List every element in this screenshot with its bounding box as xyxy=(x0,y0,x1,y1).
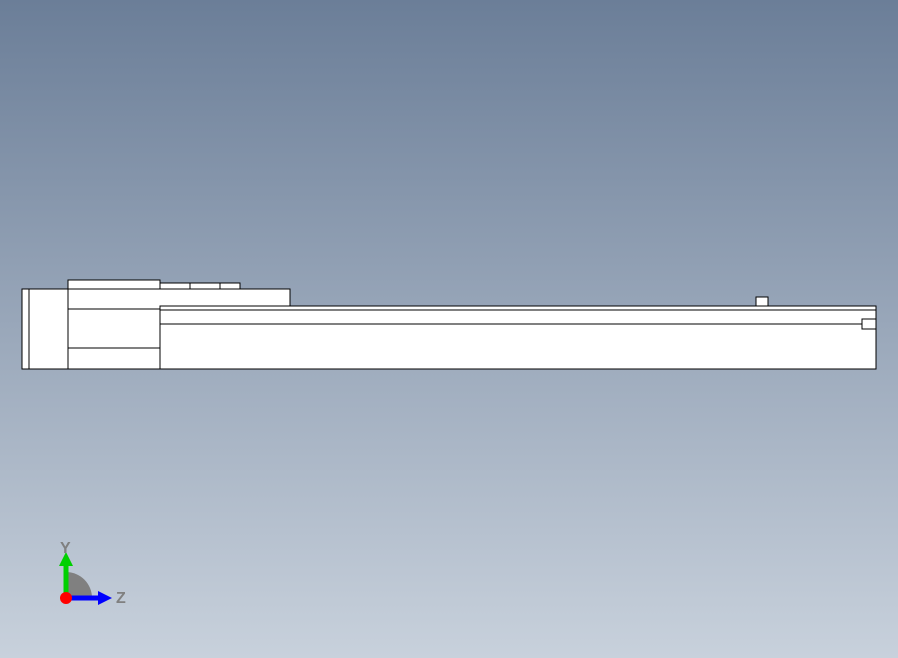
motor-top-cap xyxy=(68,280,160,289)
motor-top-detail-2 xyxy=(190,283,220,289)
motor-top-detail-3 xyxy=(220,283,240,289)
rail-end-strip xyxy=(862,319,876,329)
motor-housing xyxy=(68,309,160,369)
motor-top-detail-1 xyxy=(160,283,190,289)
orientation-triad[interactable]: YZ xyxy=(0,528,136,658)
triad-axis-label-y: Y xyxy=(60,540,71,558)
triad-arrowhead-z-icon xyxy=(98,591,112,605)
cad-viewport[interactable]: YZ xyxy=(0,0,898,658)
motor-block-inner xyxy=(29,289,68,369)
end-tab xyxy=(756,297,768,306)
rail-top-edge xyxy=(160,306,876,310)
rail-face-upper xyxy=(160,310,876,324)
triad-axis-label-z: Z xyxy=(116,590,126,608)
triad-origin-icon xyxy=(60,592,72,604)
